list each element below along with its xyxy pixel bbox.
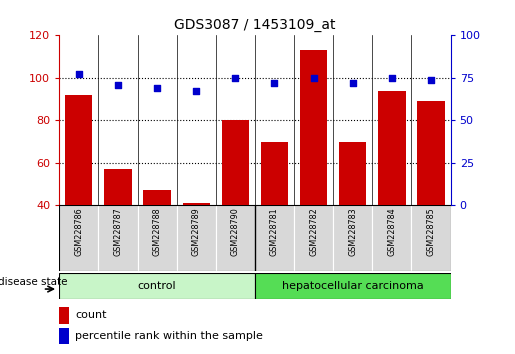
Text: hepatocellular carcinoma: hepatocellular carcinoma: [282, 281, 424, 291]
Text: GSM228781: GSM228781: [270, 207, 279, 256]
Title: GDS3087 / 1453109_at: GDS3087 / 1453109_at: [174, 18, 336, 32]
Bar: [255, 205, 294, 271]
Bar: [59, 307, 69, 324]
Point: [192, 88, 200, 94]
Text: GSM228790: GSM228790: [231, 207, 240, 256]
Bar: [98, 205, 138, 271]
Bar: [417, 101, 445, 290]
Point: [75, 72, 83, 77]
Bar: [59, 328, 69, 344]
Bar: [104, 169, 132, 290]
Bar: [182, 203, 210, 290]
Bar: [300, 50, 328, 290]
Text: GSM228783: GSM228783: [348, 207, 357, 256]
Bar: [378, 91, 406, 290]
Bar: [138, 205, 177, 271]
Bar: [333, 205, 372, 271]
Text: control: control: [138, 281, 176, 291]
Bar: [261, 142, 288, 290]
Bar: [339, 142, 367, 290]
Point: [388, 75, 396, 81]
Text: GSM228789: GSM228789: [192, 207, 201, 256]
Point: [427, 77, 435, 82]
Bar: [411, 205, 451, 271]
Bar: [177, 205, 216, 271]
Point: [231, 75, 239, 81]
Point: [310, 75, 318, 81]
Point: [270, 80, 279, 86]
Bar: [221, 120, 249, 290]
Bar: [59, 273, 255, 299]
Bar: [59, 205, 98, 271]
Text: GSM228786: GSM228786: [74, 207, 83, 256]
Text: count: count: [75, 310, 107, 320]
Point: [349, 80, 357, 86]
Text: GSM228787: GSM228787: [113, 207, 123, 256]
Point: [114, 82, 122, 87]
Text: GSM228785: GSM228785: [426, 207, 436, 256]
Bar: [255, 273, 451, 299]
Text: GSM228782: GSM228782: [309, 207, 318, 256]
Bar: [216, 205, 255, 271]
Text: GSM228784: GSM228784: [387, 207, 397, 256]
Bar: [65, 95, 93, 290]
Text: percentile rank within the sample: percentile rank within the sample: [75, 331, 263, 341]
Text: GSM228788: GSM228788: [152, 207, 162, 256]
Bar: [372, 205, 411, 271]
Bar: [143, 190, 171, 290]
Text: disease state: disease state: [0, 277, 67, 287]
Bar: [294, 205, 333, 271]
Point: [153, 85, 161, 91]
